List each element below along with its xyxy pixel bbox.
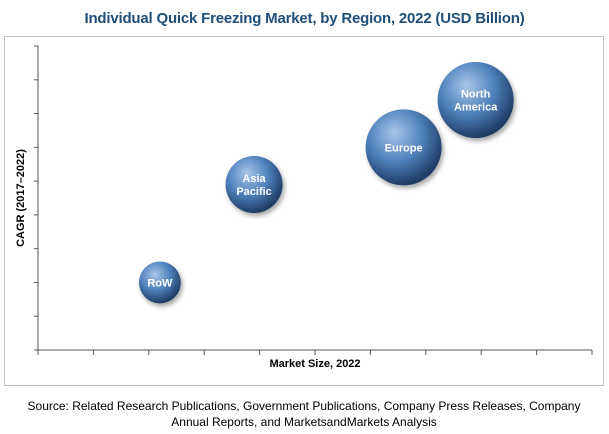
chart-frame (4, 36, 604, 386)
bubble-europe: Europe (365, 109, 442, 186)
bubble-marker (138, 261, 181, 304)
source-note: Source: Related Research Publications, G… (27, 399, 581, 429)
bubble-label: North (461, 89, 491, 101)
bubble-marker (437, 62, 514, 139)
bubble-label: Asia (242, 173, 266, 185)
bubble-label: Europe (385, 142, 423, 154)
bubble-marker (365, 109, 442, 186)
x-axis-label: Market Size, 2022 (269, 358, 360, 370)
bubble-label: Pacific (236, 186, 271, 198)
chart-title: Individual Quick Freezing Market, by Reg… (84, 10, 525, 27)
bubble-label: America (454, 102, 498, 114)
bubble-label: RoW (147, 277, 173, 289)
y-axis-label: CAGR (2017–2022) (15, 149, 27, 247)
bubble-marker (225, 155, 283, 213)
bubble-row: RoW (138, 261, 181, 304)
